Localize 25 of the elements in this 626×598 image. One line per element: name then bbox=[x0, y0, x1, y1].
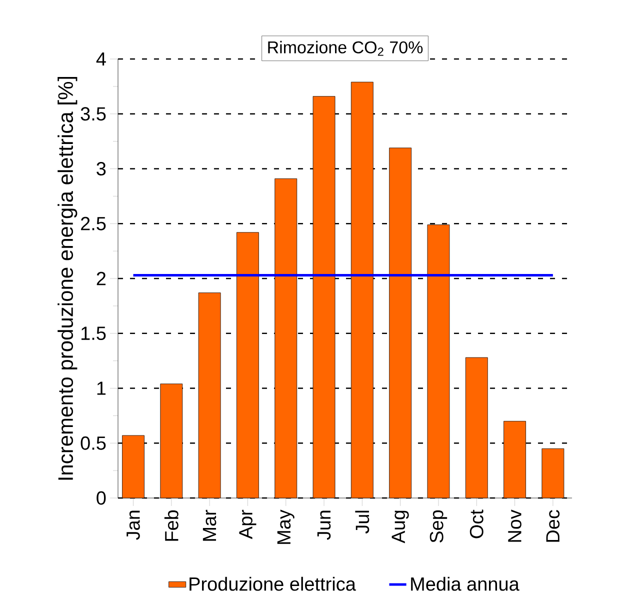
x-tick-label: Oct bbox=[470, 510, 484, 538]
y-tick-label: 3 bbox=[96, 162, 106, 176]
y-axis-title: Incremento produzione energia elettrica [%] bbox=[58, 76, 78, 480]
y-tick-label: 4 bbox=[96, 52, 106, 66]
x-tick-label: Mar bbox=[202, 510, 216, 541]
x-tick-label: Jul bbox=[355, 510, 370, 534]
x-tick-label: Apr bbox=[239, 510, 256, 540]
x-tick-label: May bbox=[277, 510, 294, 544]
x-tick-label: Sep bbox=[430, 510, 448, 542]
legend-label: Produzione elettrica bbox=[190, 576, 356, 591]
x-tick-label: Feb bbox=[164, 510, 178, 541]
legend-label: Media annua bbox=[411, 576, 520, 591]
y-tick-label: 0 bbox=[96, 491, 106, 505]
y-tick-label: 1 bbox=[97, 382, 106, 395]
y-tick-label: 1.5 bbox=[82, 326, 106, 340]
y-tick-label: 3.5 bbox=[80, 107, 106, 121]
x-tick-label: Jan bbox=[126, 510, 140, 540]
y-tick-label: 0.5 bbox=[80, 436, 106, 450]
x-tick-label: Dec bbox=[546, 510, 560, 542]
chart-title: Rimozione CO$_{2}$ 70% bbox=[268, 40, 423, 56]
y-tick-label: 2.5 bbox=[81, 216, 106, 230]
x-tick-label: Aug bbox=[392, 510, 409, 544]
y-tick-label: 2 bbox=[96, 272, 106, 286]
x-tick-label: Jun bbox=[317, 510, 331, 540]
x-tick-label: Nov bbox=[508, 510, 522, 542]
